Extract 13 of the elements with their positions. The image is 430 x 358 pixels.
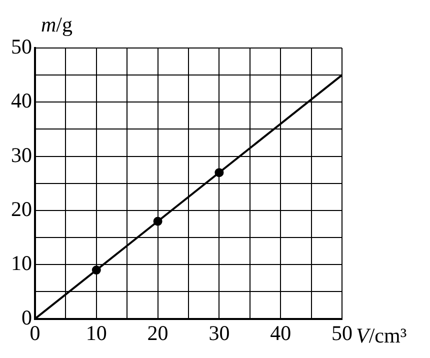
x-tick-label: 50	[332, 320, 352, 345]
y-axis-title: m/g	[41, 12, 73, 37]
y-tick-label: 50	[11, 34, 32, 59]
x-axis-title: V/cm³	[356, 323, 407, 348]
y-tick-label: 40	[11, 88, 32, 113]
x-tick-label: 10	[86, 320, 107, 345]
y-tick-label: 0	[22, 305, 32, 330]
x-tick-label: 20	[147, 320, 168, 345]
y-tick-label: 30	[11, 142, 32, 167]
x-tick-label: 40	[270, 320, 292, 345]
x-tick-label: 30	[208, 320, 230, 345]
y-tick-label: 10	[11, 251, 32, 276]
y-tick-label: 20	[11, 196, 32, 221]
